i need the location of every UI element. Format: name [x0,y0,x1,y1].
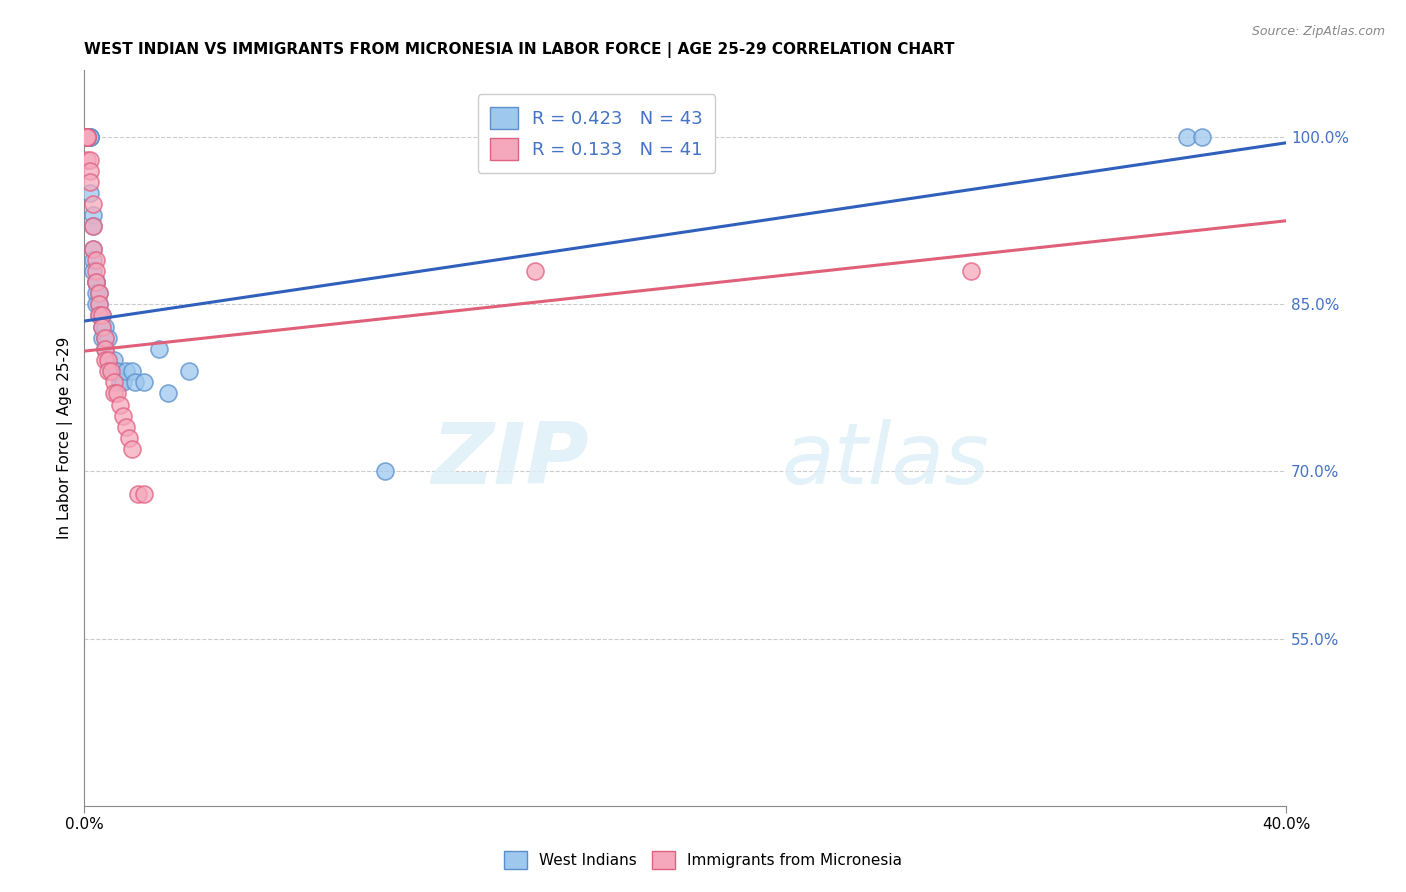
Point [157,386,180,401]
Point [91,309,114,323]
Point [127,486,149,500]
Point [82,197,104,211]
Point [100,364,122,378]
Point [82,219,104,234]
Point [103,386,125,401]
Point [76,130,98,145]
Point [82,264,104,278]
Point [91,331,114,345]
Point [76,153,98,167]
Point [110,398,132,412]
Point [103,364,125,378]
Point [76,130,98,145]
Point [89,286,111,301]
Text: atlas: atlas [782,418,990,501]
Point [134,376,156,390]
Point [79,153,101,167]
Point [118,431,141,445]
Legend: R = 0.423   N = 43, R = 0.133   N = 41: R = 0.423 N = 43, R = 0.133 N = 41 [478,95,716,172]
Point [79,186,101,200]
Point [94,353,117,368]
Point [100,364,122,378]
Point [76,130,98,145]
Point [91,319,114,334]
Point [82,242,104,256]
Point [91,319,114,334]
Point [121,442,143,457]
Point [84,275,107,289]
Point [91,309,114,323]
Point [110,376,132,390]
Point [76,130,98,145]
Point [374,465,396,479]
Text: Source: ZipAtlas.com: Source: ZipAtlas.com [1251,25,1385,38]
Point [97,353,120,368]
Point [103,353,125,368]
Point [79,130,101,145]
Point [84,275,107,289]
Legend: West Indians, Immigrants from Micronesia: West Indians, Immigrants from Micronesia [498,845,908,875]
Point [84,297,107,311]
Point [84,275,107,289]
Point [82,219,104,234]
Point [84,252,107,267]
Point [97,353,120,368]
Point [1175,130,1198,145]
Point [112,376,135,390]
Point [82,242,104,256]
Point [1334,709,1357,723]
Point [89,309,111,323]
Point [112,409,135,423]
Point [97,364,120,378]
Point [84,264,107,278]
Point [76,130,98,145]
Point [97,331,120,345]
Point [124,376,146,390]
Point [103,376,125,390]
Point [94,319,117,334]
Point [79,163,101,178]
Point [1191,130,1213,145]
Point [105,386,128,401]
Point [89,297,111,311]
Text: WEST INDIAN VS IMMIGRANTS FROM MICRONESIA IN LABOR FORCE | AGE 25-29 CORRELATION: WEST INDIAN VS IMMIGRANTS FROM MICRONESI… [84,42,955,58]
Point [179,364,201,378]
Point [82,252,104,267]
Point [115,420,138,434]
Point [134,486,156,500]
Point [94,342,117,356]
Point [84,286,107,301]
Point [79,175,101,189]
Y-axis label: In Labor Force | Age 25-29: In Labor Force | Age 25-29 [58,337,73,539]
Point [76,130,98,145]
Point [82,208,104,222]
Point [959,264,981,278]
Point [79,130,101,145]
Point [89,286,111,301]
Point [523,264,546,278]
Point [148,342,170,356]
Point [94,342,117,356]
Point [94,331,117,345]
Point [105,364,128,378]
Point [76,130,98,145]
Point [89,309,111,323]
Point [121,364,143,378]
Text: ZIP: ZIP [432,418,589,501]
Point [89,297,111,311]
Point [115,364,138,378]
Point [94,331,117,345]
Point [79,130,101,145]
